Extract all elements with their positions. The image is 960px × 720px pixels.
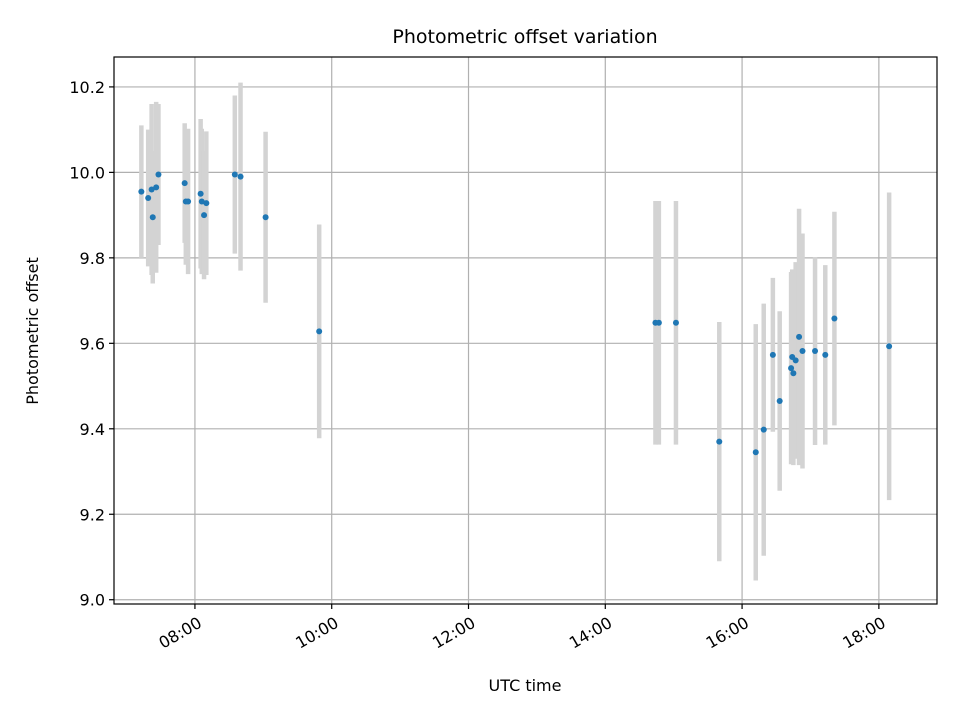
data-point <box>792 357 799 364</box>
data-point <box>655 319 662 326</box>
x-tick-label: 08:00 <box>156 613 205 653</box>
data-point <box>149 214 156 221</box>
data-point <box>812 348 819 355</box>
data-point <box>148 186 155 193</box>
data-point <box>716 438 723 445</box>
data-point <box>316 328 323 335</box>
y-tick-label: 9.8 <box>80 249 105 268</box>
data-point <box>760 426 767 433</box>
data-points <box>138 171 893 456</box>
data-point <box>237 173 244 180</box>
x-tick-label: 16:00 <box>703 613 752 653</box>
data-point <box>822 351 829 358</box>
data-point <box>231 171 238 178</box>
x-axis-label: UTC time <box>489 676 562 695</box>
x-tick-label: 14:00 <box>566 613 615 653</box>
x-axis-ticks: 08:00 10:00 12:00 14:00 16:00 18:00 <box>156 604 889 653</box>
data-point <box>672 319 679 326</box>
data-point <box>181 180 188 187</box>
y-tick-label: 10.0 <box>69 163 105 182</box>
y-tick-label: 9.2 <box>80 505 105 524</box>
data-point <box>796 333 803 340</box>
data-point <box>198 198 205 205</box>
y-tick-label: 9.6 <box>80 334 105 353</box>
data-point <box>799 348 806 355</box>
data-point <box>788 365 795 372</box>
data-point <box>197 190 204 197</box>
data-point <box>886 343 893 350</box>
error-bars <box>139 82 892 581</box>
data-point <box>185 198 192 205</box>
x-tick-label: 18:00 <box>839 613 888 653</box>
data-point <box>790 370 797 377</box>
y-tick-label: 9.0 <box>80 591 105 610</box>
x-tick-label: 10:00 <box>292 613 341 653</box>
data-point <box>138 188 145 195</box>
y-axis-label: Photometric offset <box>23 257 42 405</box>
y-axis-ticks: 9.0 9.2 9.4 9.6 9.8 10.0 10.2 <box>69 78 114 610</box>
data-point <box>831 315 838 322</box>
data-point <box>752 449 759 456</box>
data-point <box>776 398 783 405</box>
plot-frame <box>113 56 938 605</box>
data-point <box>262 214 269 221</box>
y-tick-label: 9.4 <box>80 420 105 439</box>
data-point <box>203 200 210 207</box>
data-point <box>201 212 208 219</box>
data-point <box>153 184 160 191</box>
data-point <box>769 351 776 358</box>
data-point <box>145 195 152 202</box>
data-point <box>155 171 162 178</box>
x-tick-label: 12:00 <box>429 613 478 653</box>
chart-title: Photometric offset variation <box>392 26 657 48</box>
y-tick-label: 10.2 <box>69 78 105 97</box>
